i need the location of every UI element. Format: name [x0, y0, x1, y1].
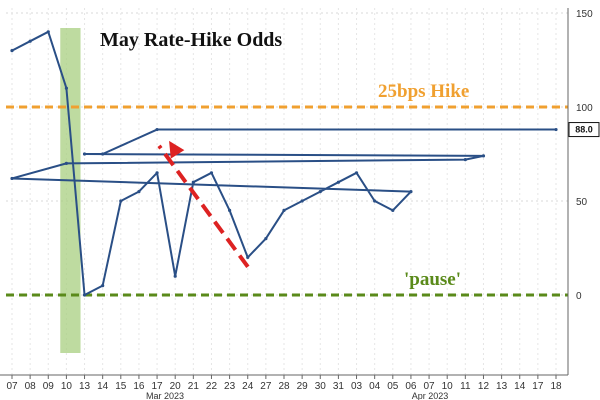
data-point	[191, 180, 195, 184]
data-point	[173, 274, 177, 278]
pause-line-label: 'pause'	[404, 269, 461, 290]
y-tick-label: 0	[576, 291, 582, 302]
x-tick-label: 17	[532, 381, 544, 392]
data-point	[46, 30, 50, 34]
x-tick-label: 30	[315, 381, 327, 392]
data-point	[10, 176, 14, 181]
y-tick-label: 50	[576, 197, 588, 208]
x-tick-label: 12	[478, 381, 490, 392]
x-tick-label: 23	[224, 381, 236, 392]
data-point	[246, 255, 250, 259]
data-point	[10, 49, 14, 53]
x-tick-label: 21	[188, 381, 200, 392]
x-tick-label: 20	[170, 381, 182, 392]
x-tick-label: 15	[115, 381, 127, 392]
chart-title: May Rate-Hike Odds	[100, 29, 282, 51]
data-point	[354, 171, 359, 175]
x-tick-label: 08	[25, 381, 37, 392]
data-point	[463, 158, 467, 162]
data-point	[137, 190, 141, 194]
x-tick-label: 04	[369, 381, 381, 392]
x-tick-label: 14	[97, 381, 109, 392]
x-tick-label: 06	[405, 381, 417, 392]
x-tick-label: 11	[460, 381, 471, 392]
trend-arrow-shaft	[157, 144, 250, 268]
data-point	[155, 171, 159, 175]
data-point	[28, 39, 32, 43]
data-point	[282, 208, 286, 212]
grid	[6, 8, 568, 375]
data-point	[228, 208, 232, 212]
data-point	[64, 161, 68, 165]
data-point	[82, 152, 87, 156]
shaded-region-rect	[60, 28, 81, 353]
data-point	[409, 190, 413, 194]
data-point	[300, 199, 304, 203]
x-tick-label: 13	[79, 381, 91, 392]
x-tick-label: 24	[242, 381, 254, 392]
data-point	[64, 86, 68, 90]
data-point	[336, 180, 340, 184]
x-tick-label: 27	[260, 381, 272, 392]
x-tick-label: 31	[333, 381, 345, 392]
data-point	[101, 152, 105, 156]
x-tick-label: 14	[514, 381, 526, 392]
x-tick-label: 16	[133, 381, 145, 392]
data-point	[318, 190, 322, 194]
series-layer	[10, 30, 558, 297]
y-tick-label: 100	[576, 103, 593, 114]
x-tick-label: 05	[387, 381, 399, 392]
trend-arrow	[157, 140, 250, 268]
trend-arrow-head	[169, 140, 185, 159]
last-value-label: 88.0	[575, 125, 593, 135]
x-tick-label: 10	[442, 381, 454, 392]
data-point	[373, 199, 377, 203]
x-tick-label: 29	[297, 381, 309, 392]
x-tick-label: 07	[6, 381, 18, 392]
data-point	[209, 171, 214, 175]
last-value-tag	[568, 122, 600, 138]
data-point	[119, 199, 123, 203]
hike-line-label: 25bps Hike	[378, 81, 469, 102]
x-tick-label: 28	[278, 381, 290, 392]
x-tick-label: 22	[206, 381, 218, 392]
data-point	[264, 237, 268, 241]
data-point	[101, 284, 105, 288]
month-label: Apr 2023	[412, 391, 449, 400]
y-tick-label: 150	[576, 9, 593, 20]
data-point	[481, 154, 486, 158]
x-tick-label: 09	[43, 381, 55, 392]
x-tick-label: 17	[152, 381, 164, 392]
x-tick-label: 10	[61, 381, 73, 392]
x-tick-label: 18	[550, 381, 562, 392]
data-point	[155, 127, 159, 132]
month-label: Mar 2023	[146, 391, 184, 400]
data-point	[391, 208, 395, 212]
reference-lines	[6, 105, 568, 297]
x-tick-label: 13	[496, 381, 508, 392]
x-tick-label: 07	[424, 381, 436, 392]
data-point	[554, 127, 558, 132]
shaded-region	[60, 28, 81, 353]
x-tick-label: 03	[351, 381, 363, 392]
data-point	[82, 293, 87, 297]
